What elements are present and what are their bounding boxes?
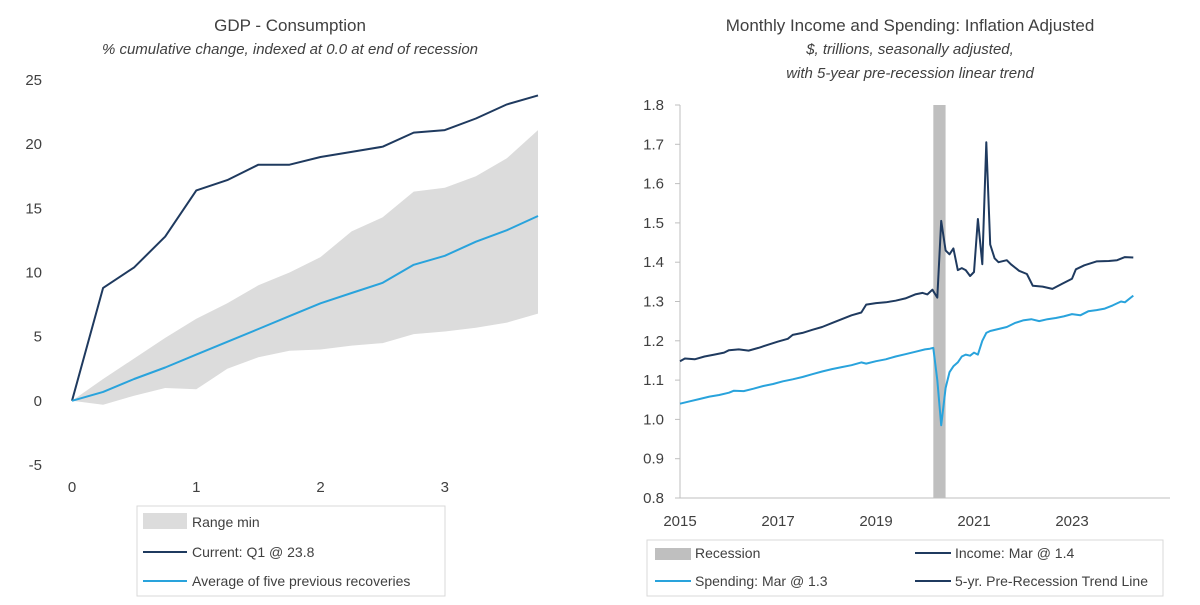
left-y-tick-label: 15 <box>25 200 42 217</box>
range-band <box>72 130 538 405</box>
left-x-tick-label: 1 <box>192 479 200 496</box>
left-chart-title: GDP - Consumption <box>214 16 366 35</box>
right-legend-box <box>646 539 1164 597</box>
right-y-tick-label: 1.8 <box>643 97 664 114</box>
legend-label-trend: 5-yr. Pre-Recession Trend Line <box>955 573 1148 589</box>
income-line <box>679 141 1134 363</box>
right-x-tick-label: 2023 <box>1055 513 1088 530</box>
left-x-tick-label: 0 <box>68 479 76 496</box>
right-y-tick-label: 1.3 <box>643 294 664 311</box>
left-x-tick-label: 3 <box>441 479 449 496</box>
left-y-tick-label: -5 <box>29 457 42 474</box>
legend-swatch-range <box>143 513 187 529</box>
right-x-tick-label: 2015 <box>663 513 696 530</box>
left-y-tick-label: 0 <box>34 393 42 410</box>
right-y-tick-label: 1.7 <box>643 136 664 153</box>
right-y-tick-label: 1.1 <box>643 372 664 389</box>
legend-label-spending: Spending: Mar @ 1.3 <box>695 573 828 589</box>
legend-label-range: Range min <box>192 514 260 530</box>
legend-swatch-recession <box>655 548 691 560</box>
legend-label-recession: Recession <box>695 545 760 561</box>
left-legend-box <box>136 505 446 597</box>
right-y-tick-label: 0.8 <box>643 490 664 507</box>
left-plot-area: -5 0 5 10 15 20 25 0 1 2 3 <box>25 72 539 496</box>
right-y-tick-label: 1.4 <box>643 254 664 271</box>
right-y-tick-label: 1.2 <box>643 333 664 350</box>
right-y-tick-label: 0.9 <box>643 451 664 468</box>
current-line <box>71 94 539 402</box>
right-chart-subtitle-line2: with 5-year pre-recession linear trend <box>786 65 1034 82</box>
recession-bar <box>933 105 946 498</box>
average-line <box>71 215 539 402</box>
left-chart-subtitle: % cumulative change, indexed at 0.0 at e… <box>102 41 478 58</box>
right-legend: Recession Income: Mar @ 1.4 Spending: Ma… <box>646 539 1164 597</box>
right-y-tick-label: 1.5 <box>643 215 664 232</box>
right-x-tick-label: 2019 <box>859 513 892 530</box>
right-chart-subtitle-line1: $, trillions, seasonally adjusted, <box>805 41 1014 58</box>
right-x-tick-label: 2021 <box>957 513 990 530</box>
right-x-tick-label: 2017 <box>761 513 794 530</box>
right-y-tick-label: 1.0 <box>643 411 664 428</box>
spending-line <box>679 294 1134 427</box>
right-chart-title: Monthly Income and Spending: Inflation A… <box>726 16 1095 35</box>
left-y-tick-label: 5 <box>34 329 42 346</box>
legend-label-current: Current: Q1 @ 23.8 <box>192 544 315 560</box>
legend-label-income: Income: Mar @ 1.4 <box>955 545 1074 561</box>
right-y-tick-label: 1.6 <box>643 176 664 193</box>
left-y-tick-label: 25 <box>25 72 42 89</box>
left-y-tick-label: 20 <box>25 136 42 153</box>
left-x-tick-label: 2 <box>316 479 324 496</box>
right-plot-area: 0.8 0.9 1.0 1.1 1.2 1.3 1.4 1.5 1.6 1.7 1.8 2015 201… <box>643 97 1170 530</box>
left-legend: Range min Current: Q1 @ 23.8 Average of … <box>136 505 446 597</box>
legend-label-average: Average of five previous recoveries <box>192 573 410 589</box>
left-y-tick-label: 10 <box>25 265 42 282</box>
